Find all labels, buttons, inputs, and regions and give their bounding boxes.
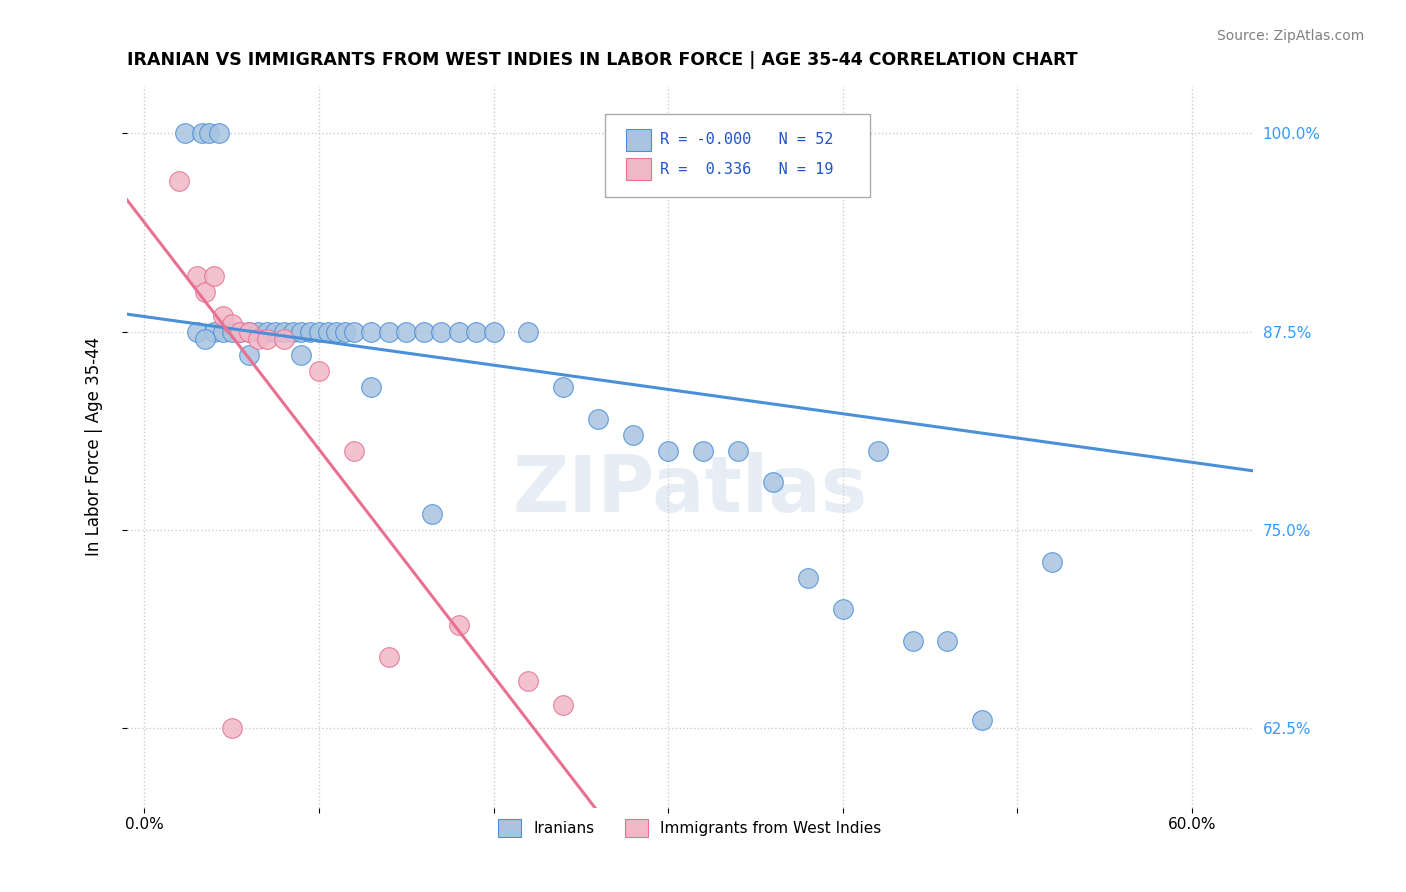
Point bbox=[972, 714, 994, 728]
Point bbox=[727, 443, 749, 458]
Point bbox=[422, 507, 444, 521]
Point bbox=[273, 333, 295, 347]
Point bbox=[191, 126, 214, 140]
Point bbox=[395, 325, 418, 339]
Point bbox=[430, 325, 453, 339]
Point bbox=[290, 325, 312, 339]
Point bbox=[229, 325, 252, 339]
Point bbox=[1040, 555, 1063, 569]
Point bbox=[866, 443, 889, 458]
Point bbox=[246, 333, 269, 347]
Point bbox=[588, 412, 610, 426]
Point bbox=[238, 348, 260, 362]
Point bbox=[194, 285, 217, 299]
Point bbox=[308, 325, 330, 339]
Point bbox=[246, 325, 269, 339]
Text: R =  0.336   N = 19: R = 0.336 N = 19 bbox=[659, 161, 832, 177]
Point bbox=[333, 325, 356, 339]
Legend: Iranians, Immigrants from West Indies: Iranians, Immigrants from West Indies bbox=[492, 813, 887, 844]
Point bbox=[221, 317, 243, 331]
Point bbox=[208, 126, 231, 140]
Point bbox=[762, 475, 785, 490]
Point bbox=[229, 325, 252, 339]
Point bbox=[343, 443, 366, 458]
FancyBboxPatch shape bbox=[626, 159, 651, 180]
Point bbox=[169, 174, 191, 188]
Point bbox=[325, 325, 347, 339]
Point bbox=[273, 325, 295, 339]
Point bbox=[238, 325, 260, 339]
Point bbox=[797, 571, 820, 585]
Point bbox=[198, 126, 221, 140]
Point bbox=[621, 427, 644, 442]
Point bbox=[186, 325, 208, 339]
Point bbox=[378, 325, 401, 339]
Point bbox=[465, 325, 488, 339]
Point bbox=[221, 722, 243, 736]
Point bbox=[692, 443, 714, 458]
Text: IRANIAN VS IMMIGRANTS FROM WEST INDIES IN LABOR FORCE | AGE 35-44 CORRELATION CH: IRANIAN VS IMMIGRANTS FROM WEST INDIES I… bbox=[127, 51, 1077, 69]
Point bbox=[936, 634, 959, 648]
Point bbox=[553, 380, 575, 394]
Point bbox=[447, 618, 470, 632]
Point bbox=[264, 325, 287, 339]
Point bbox=[186, 268, 208, 283]
Point bbox=[212, 325, 235, 339]
Point bbox=[378, 649, 401, 664]
Point bbox=[553, 698, 575, 712]
Text: R = -0.000   N = 52: R = -0.000 N = 52 bbox=[659, 132, 832, 147]
Point bbox=[412, 325, 434, 339]
Point bbox=[482, 325, 505, 339]
Point bbox=[517, 325, 540, 339]
Point bbox=[212, 309, 235, 323]
Point bbox=[308, 364, 330, 378]
Point bbox=[299, 325, 322, 339]
Point bbox=[517, 673, 540, 688]
Point bbox=[256, 325, 278, 339]
Point bbox=[901, 634, 924, 648]
FancyBboxPatch shape bbox=[606, 114, 870, 197]
Point bbox=[360, 325, 382, 339]
Point bbox=[202, 268, 225, 283]
Point bbox=[360, 380, 382, 394]
Point bbox=[657, 443, 679, 458]
Point bbox=[447, 325, 470, 339]
Text: ZIPatlas: ZIPatlas bbox=[512, 452, 868, 528]
Point bbox=[238, 325, 260, 339]
Point bbox=[290, 348, 312, 362]
Point bbox=[343, 325, 366, 339]
Point bbox=[316, 325, 339, 339]
Point bbox=[173, 126, 195, 140]
Point bbox=[256, 333, 278, 347]
FancyBboxPatch shape bbox=[626, 128, 651, 151]
Point bbox=[202, 325, 225, 339]
Point bbox=[831, 602, 853, 616]
Y-axis label: In Labor Force | Age 35-44: In Labor Force | Age 35-44 bbox=[86, 337, 103, 557]
Point bbox=[221, 325, 243, 339]
Point bbox=[194, 333, 217, 347]
Text: Source: ZipAtlas.com: Source: ZipAtlas.com bbox=[1216, 29, 1364, 43]
Point bbox=[281, 325, 304, 339]
